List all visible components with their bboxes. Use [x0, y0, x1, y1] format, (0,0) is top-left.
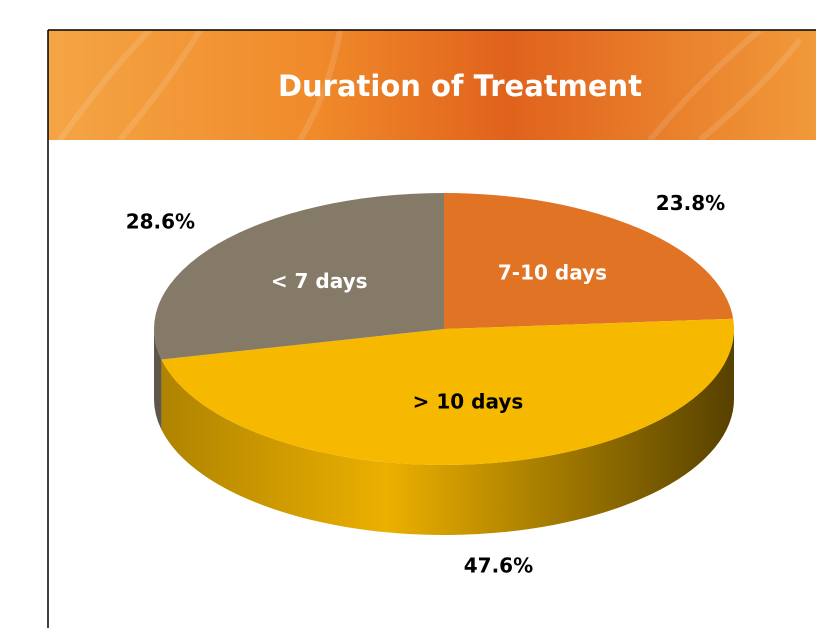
slice-side-shade — [154, 329, 162, 430]
slice-label: 7-10 days — [498, 261, 607, 285]
header-decoration — [57, 27, 803, 143]
header-band — [48, 30, 816, 140]
slice-label: > 10 days — [413, 389, 524, 413]
slice-label: < 7 days — [271, 269, 368, 293]
slice — [444, 193, 734, 329]
slice — [161, 318, 734, 466]
chart-title: Duration of Treatment — [278, 69, 642, 103]
slice — [153, 193, 444, 360]
pie: 7-10 days 23.8% > 10 days 47.6% < 7 days 28.6… — [126, 191, 734, 578]
slice-side-shade — [161, 329, 734, 535]
value-label: 28.6% — [126, 210, 195, 234]
value-label: 47.6% — [464, 554, 533, 578]
value-label: 23.8% — [656, 191, 725, 215]
